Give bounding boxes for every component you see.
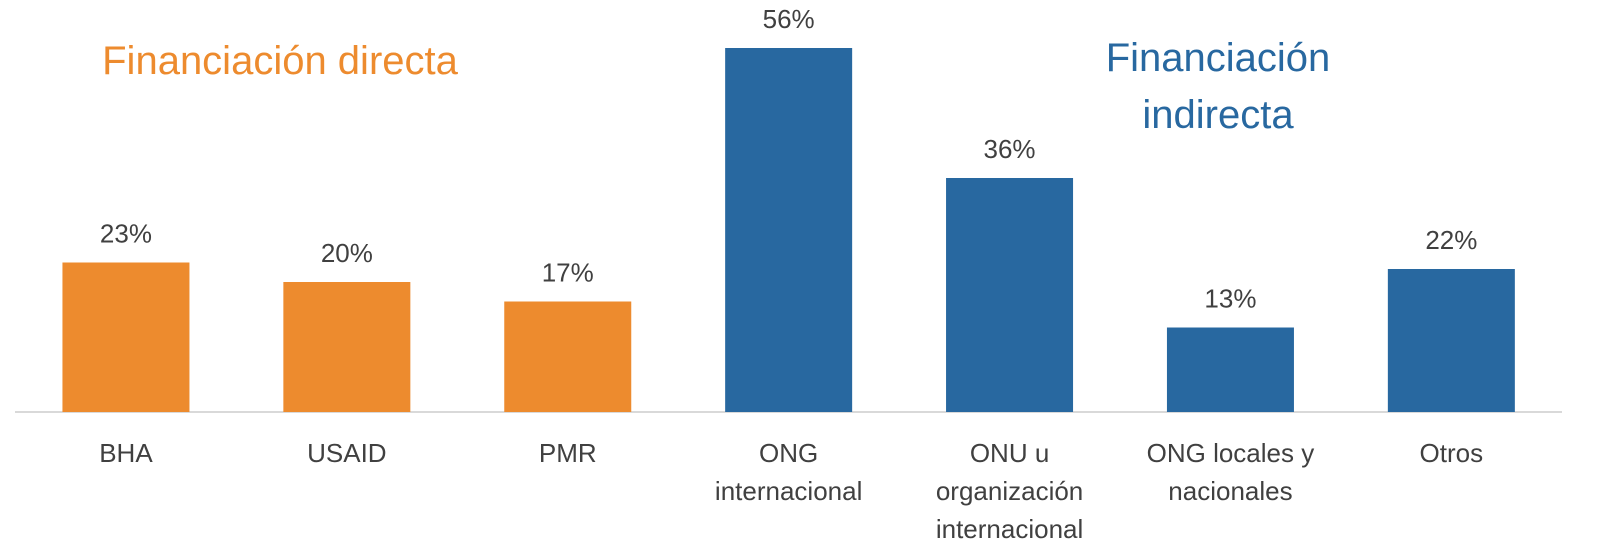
bar: [283, 282, 411, 412]
x-tick-label: BHA: [99, 438, 153, 468]
value-label: 13%: [1204, 284, 1256, 314]
bar: [725, 48, 853, 412]
x-tick-label: PMR: [538, 438, 597, 468]
x-tick-label: ONU u organización internacional: [935, 438, 1084, 544]
value-label: 23%: [100, 219, 152, 249]
bar: [1166, 327, 1294, 412]
value-label: 36%: [984, 134, 1036, 164]
value-label: 56%: [763, 4, 815, 34]
x-tick-label: ONG locales y nacionales: [1146, 438, 1315, 506]
value-label: 17%: [542, 258, 594, 288]
bar: [946, 178, 1074, 412]
x-tick-label: USAID: [307, 438, 387, 468]
bar: [1387, 269, 1515, 412]
value-label: 20%: [321, 238, 373, 268]
bar: [62, 262, 190, 412]
annotation: Financiación indirecta: [1105, 36, 1331, 137]
value-label: 22%: [1425, 225, 1477, 255]
x-tick-label: Otros: [1419, 438, 1484, 468]
x-tick-label: ONG internacional: [714, 438, 863, 506]
bar: [504, 301, 632, 412]
annotation: Financiación directa: [102, 39, 458, 83]
